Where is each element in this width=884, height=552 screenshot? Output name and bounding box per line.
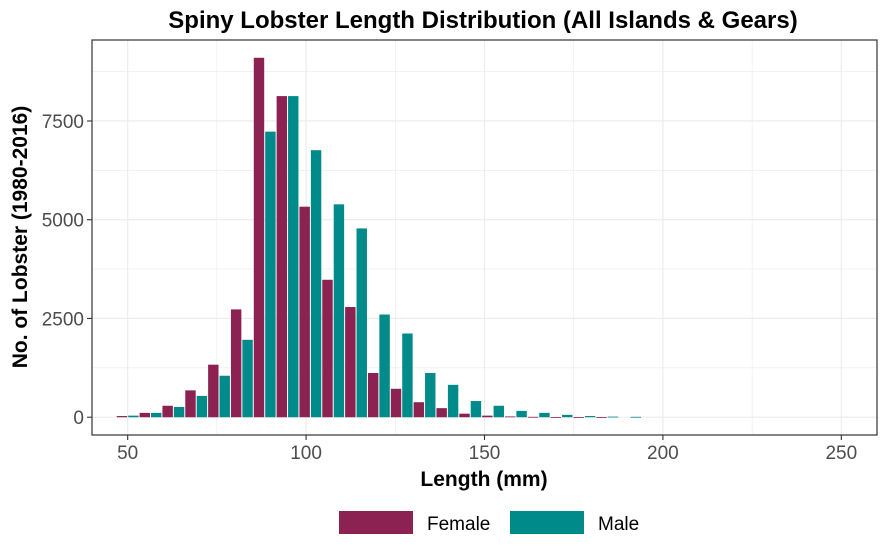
chart-title: Spiny Lobster Length Distribution (All I…	[168, 7, 797, 34]
x-tick-label: 50	[117, 443, 138, 464]
bar-female	[550, 417, 562, 418]
bar-male	[173, 406, 185, 418]
bar-female	[573, 417, 584, 418]
bar-female	[299, 206, 310, 418]
bar-female	[596, 417, 607, 418]
bar-male	[379, 314, 390, 418]
bar-male	[310, 150, 322, 418]
bar-female	[276, 96, 288, 418]
x-axis-title: Length (mm)	[420, 468, 547, 491]
y-tick-label: 7500	[42, 112, 84, 133]
y-axis: 0 2500 5000 7500	[42, 112, 92, 429]
y-tick-label: 0	[73, 408, 84, 429]
x-tick-label: 250	[825, 443, 857, 464]
bar-female	[162, 405, 173, 418]
bar-male	[288, 96, 299, 418]
y-tick-label: 2500	[42, 309, 84, 330]
bar-male	[447, 384, 459, 418]
bar-female	[413, 402, 425, 418]
bar-female	[139, 412, 151, 418]
bar-female	[253, 57, 265, 418]
bar-female	[527, 416, 539, 418]
x-axis: 50 100 150 200 250	[117, 435, 857, 464]
bar-male	[584, 416, 596, 418]
bar-female	[230, 309, 242, 418]
legend-key-male	[510, 511, 584, 534]
bar-female	[390, 388, 402, 418]
bar-female	[482, 415, 493, 418]
bar-male	[539, 412, 550, 418]
bar-female	[504, 416, 516, 418]
bar-male	[242, 339, 253, 418]
bars	[116, 57, 641, 418]
bar-male	[516, 410, 527, 418]
bar-male	[402, 333, 413, 418]
bar-female	[459, 413, 470, 418]
bar-male	[562, 414, 573, 418]
x-tick-label: 200	[647, 443, 679, 464]
bar-male	[265, 131, 276, 418]
bar-female	[367, 372, 379, 418]
bar-male	[607, 416, 619, 418]
bar-male	[356, 228, 367, 418]
bar-male	[630, 416, 641, 418]
bar-male	[128, 415, 139, 418]
bar-female	[436, 408, 447, 418]
legend-label-male: Male	[598, 514, 639, 535]
bar-male	[493, 405, 504, 418]
bar-male	[425, 372, 436, 418]
bar-male	[219, 375, 230, 418]
bar-female	[116, 416, 128, 418]
y-axis-title: No. of Lobster (1980-2016)	[9, 106, 32, 369]
legend: Female Male	[339, 511, 639, 535]
bar-female	[322, 279, 333, 418]
bar-male	[196, 395, 208, 418]
y-tick-label: 5000	[42, 211, 84, 232]
bar-female	[185, 390, 196, 418]
bar-male	[470, 401, 482, 418]
legend-label-female: Female	[427, 514, 490, 535]
legend-key-female	[339, 511, 413, 534]
x-tick-label: 150	[469, 443, 501, 464]
x-tick-label: 100	[290, 443, 322, 464]
gridlines	[92, 40, 877, 435]
bar-female	[345, 307, 356, 418]
bar-female	[208, 364, 219, 418]
bar-male	[333, 204, 345, 418]
bar-male	[151, 412, 162, 418]
